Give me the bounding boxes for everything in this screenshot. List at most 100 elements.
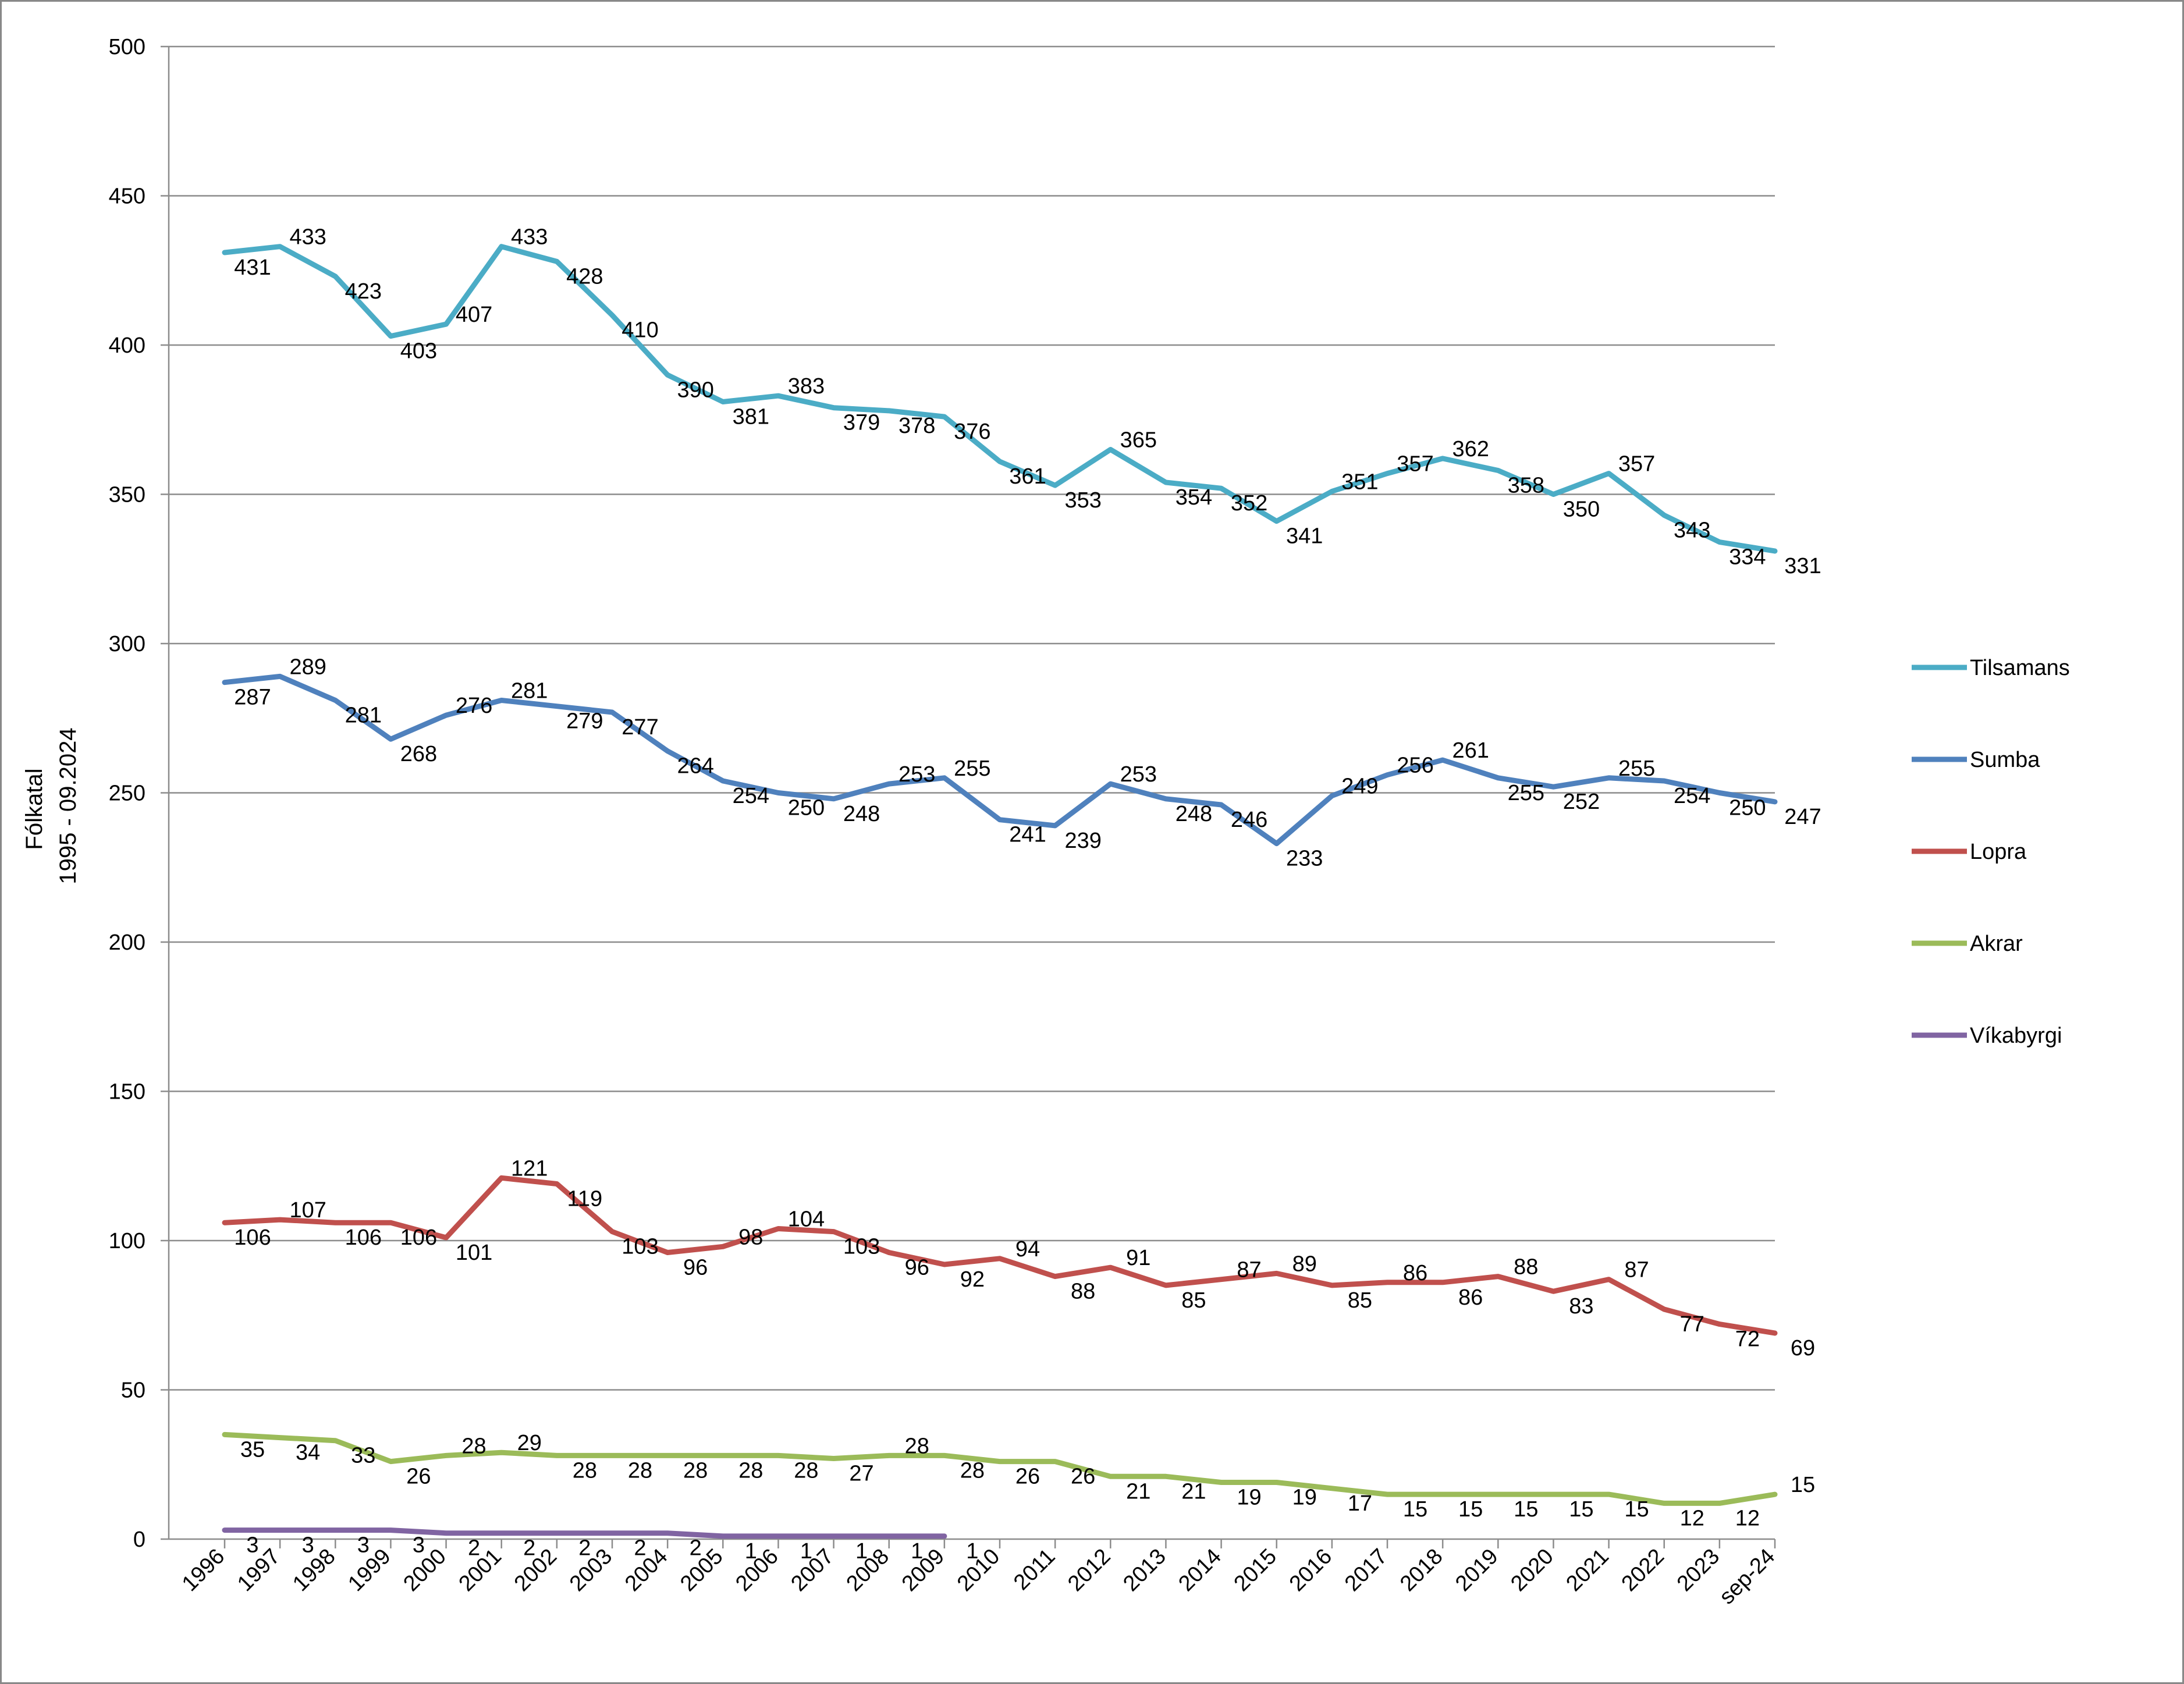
data-label: 357	[1618, 452, 1655, 477]
data-label: 423	[345, 279, 382, 304]
x-tick-label: 2011	[1009, 1544, 1060, 1595]
y-axis-title-line-2: 1995 - 09.2024	[55, 727, 81, 884]
data-label: 431	[234, 255, 271, 280]
x-tick-label: 2004	[620, 1544, 672, 1596]
data-label: 255	[954, 756, 990, 781]
data-label: 281	[345, 703, 382, 727]
y-tick-label: 300	[109, 632, 145, 656]
data-label: 88	[1514, 1255, 1538, 1280]
x-tick-label: 2021	[1561, 1544, 1613, 1596]
data-label: 279	[566, 709, 603, 734]
data-label: 3	[246, 1533, 258, 1558]
data-label: 379	[843, 411, 880, 435]
x-tick-label: 1999	[343, 1544, 395, 1596]
data-label: 403	[400, 339, 437, 364]
data-label: 253	[1120, 762, 1157, 787]
x-tick-label: sep-24	[1714, 1544, 1780, 1610]
data-label: 350	[1563, 498, 1600, 522]
data-label: 103	[843, 1235, 880, 1259]
data-label: 28	[683, 1458, 708, 1483]
data-label: 247	[1784, 805, 1821, 829]
data-label: 104	[788, 1207, 825, 1231]
legend-label: Lopra	[1970, 840, 2027, 864]
legend-label: Akrar	[1970, 932, 2023, 956]
y-tick-label: 250	[109, 781, 145, 806]
data-label: 12	[1735, 1506, 1760, 1530]
data-label: 77	[1680, 1312, 1704, 1337]
x-tick-label: 2012	[1063, 1544, 1115, 1596]
data-label: 233	[1286, 847, 1323, 871]
x-tick-label: 2023	[1672, 1544, 1724, 1596]
data-label: 334	[1729, 545, 1766, 570]
data-label: 107	[289, 1198, 326, 1223]
x-tick-label: 2006	[731, 1544, 783, 1596]
data-label: 381	[733, 404, 769, 429]
data-label: 255	[1508, 781, 1544, 805]
data-label: 91	[1126, 1246, 1150, 1270]
data-label: 98	[738, 1225, 763, 1249]
x-tick-label: 2005	[676, 1544, 727, 1596]
data-label: 250	[1729, 796, 1766, 820]
y-tick-label: 350	[109, 483, 145, 507]
series-line-Akrar	[222, 1431, 1778, 1506]
data-label: 29	[517, 1431, 542, 1455]
data-label: 354	[1176, 485, 1212, 510]
data-label: 88	[1071, 1280, 1095, 1304]
x-tick-label: 2014	[1174, 1544, 1226, 1596]
x-tick-label: 2020	[1506, 1544, 1558, 1596]
data-label: 1	[855, 1539, 868, 1564]
data-label: 1	[911, 1539, 923, 1564]
data-label: 121	[511, 1156, 548, 1181]
data-label: 249	[1341, 775, 1378, 799]
x-tick-label: 2013	[1118, 1544, 1170, 1596]
data-label: 28	[573, 1458, 597, 1483]
y-tick-label: 150	[109, 1080, 145, 1104]
data-label: 433	[511, 225, 548, 250]
data-label: 252	[1563, 790, 1600, 814]
data-label: 86	[1403, 1261, 1427, 1285]
data-label: 256	[1397, 754, 1433, 778]
data-label: 268	[400, 742, 437, 766]
data-label: 331	[1784, 554, 1821, 578]
data-label: 352	[1231, 491, 1267, 516]
data-label: 361	[1009, 464, 1046, 489]
data-label: 19	[1237, 1486, 1261, 1510]
legend-label: Sumba	[1970, 748, 2040, 772]
data-label: 383	[788, 374, 825, 399]
x-tick-label: 2010	[953, 1544, 1004, 1596]
data-label: 1	[745, 1539, 757, 1564]
data-label: 35	[240, 1437, 265, 1462]
data-label: 2	[634, 1536, 646, 1561]
data-label: 407	[456, 303, 492, 327]
data-label: 287	[234, 685, 271, 710]
data-label: 277	[622, 715, 658, 740]
data-label: 28	[628, 1458, 652, 1483]
data-label: 433	[289, 225, 326, 250]
data-label: 241	[1009, 823, 1046, 847]
gridlines	[169, 45, 1775, 1391]
data-label: 276	[456, 694, 492, 718]
data-label: 248	[843, 802, 880, 826]
data-label: 33	[351, 1444, 375, 1468]
data-label: 351	[1341, 470, 1378, 494]
legend: Tilsamans Sumba Lopra Akrar Víkabyrgi	[1912, 656, 2070, 1048]
data-label: 34	[296, 1441, 320, 1465]
data-label: 353	[1064, 488, 1101, 513]
x-tick-label: 2017	[1340, 1544, 1392, 1596]
data-label: 15	[1624, 1497, 1649, 1522]
data-label: 17	[1348, 1491, 1372, 1516]
data-label: 86	[1458, 1285, 1483, 1310]
x-tick-label: 2022	[1617, 1544, 1669, 1596]
y-tick-label: 0	[133, 1527, 145, 1552]
data-label: 96	[683, 1256, 708, 1280]
data-label: 343	[1674, 518, 1710, 542]
data-label: 26	[1015, 1465, 1040, 1489]
x-tick-label: 2019	[1451, 1544, 1503, 1596]
data-label: 87	[1237, 1258, 1261, 1282]
data-label: 94	[1015, 1237, 1040, 1262]
series-line-Víkabyrgi	[222, 1527, 947, 1539]
x-tick-label: 2000	[399, 1544, 450, 1596]
data-label: 376	[954, 420, 990, 444]
y-tick-label: 200	[109, 930, 145, 955]
